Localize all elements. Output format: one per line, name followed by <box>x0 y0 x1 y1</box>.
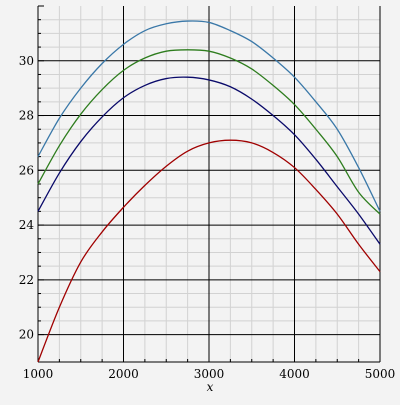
x-tick-label-1000: 1000 <box>23 367 54 381</box>
x-axis-title: x <box>207 380 214 394</box>
y-tick-label-22: 22 <box>19 273 34 287</box>
series-layer <box>37 20 381 363</box>
y-tick-label-28: 28 <box>19 109 34 123</box>
series-line-2 <box>37 49 381 215</box>
axis-ticks <box>37 5 381 362</box>
x-tick-label-4000: 4000 <box>279 367 310 381</box>
x-tick-label-5000: 5000 <box>365 367 396 381</box>
tick-labels: 1000 2000 3000 4000 5000 20 22 24 26 28 30 <box>19 54 396 381</box>
x-tick-label-3000: 3000 <box>194 367 225 381</box>
x-tick-label-2000: 2000 <box>108 367 139 381</box>
y-tick-label-26: 26 <box>19 163 34 177</box>
series-line-1 <box>37 20 381 212</box>
series-line-3 <box>37 76 381 245</box>
y-tick-label-24: 24 <box>19 218 35 232</box>
y-tick-label-30: 30 <box>19 54 34 68</box>
y-tick-label-20: 20 <box>19 328 34 342</box>
series-line-4 <box>37 139 381 363</box>
